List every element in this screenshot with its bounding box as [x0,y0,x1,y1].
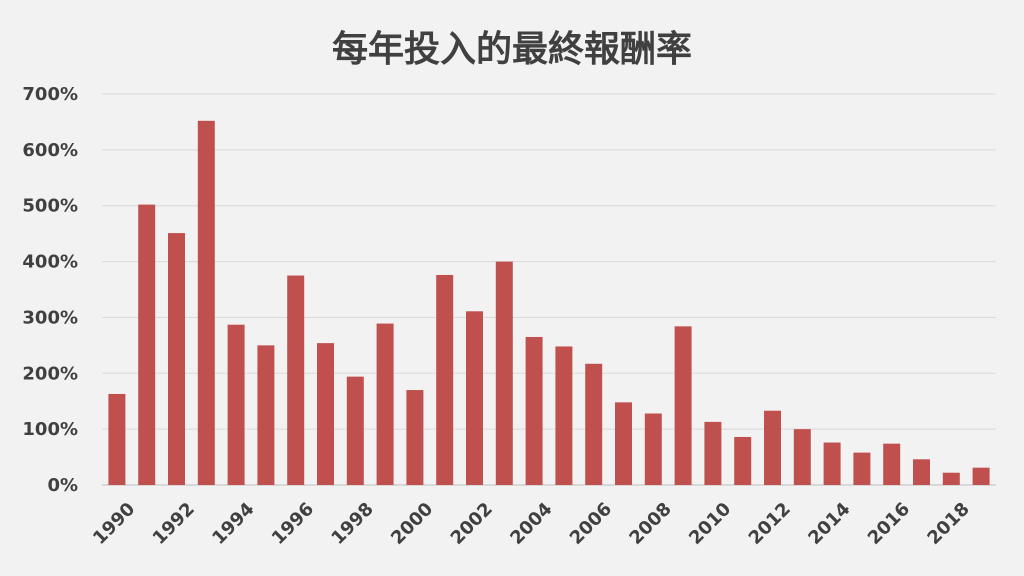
bar-2009 [674,326,692,485]
x-tick-label: 1996 [268,499,318,549]
y-axis: 0% 100% 200% 300% 400% 500% 600% 700% [22,84,78,496]
x-tick-label: 2006 [566,499,616,549]
bar-1995 [257,345,275,485]
x-tick-label: 2014 [804,499,854,549]
bar-2018 [942,472,960,485]
bar-2004 [525,336,543,485]
bar-2005 [555,346,573,485]
x-tick-label: 2010 [685,499,735,549]
bar-1990 [108,393,126,485]
bar-2019 [972,467,990,485]
bar-1996 [287,275,305,485]
y-tick-label: 100% [22,419,78,440]
y-tick-label: 300% [22,307,78,328]
bar-1992 [168,233,185,485]
bar-2000 [406,390,424,485]
x-tick-label: 2012 [745,499,795,549]
bar-2016 [883,443,901,485]
bar-1999 [376,323,394,485]
x-tick-label: 2018 [923,499,973,549]
y-tick-label: 200% [22,363,78,384]
bar-1997 [317,343,334,485]
bar-2003 [495,261,513,485]
x-tick-label: 2000 [387,499,437,549]
x-tick-label: 2016 [864,499,914,549]
bar-1991 [138,204,156,485]
chart-title: 每年投入的最終報酬率 [331,29,692,70]
x-tick-label: 2008 [625,499,675,549]
bar-2017 [913,459,930,485]
y-tick-label: 500% [22,196,78,217]
y-tick-label: 600% [22,140,78,161]
bar-2008 [644,413,662,485]
x-tick-label: 1998 [327,499,377,549]
bar-2010 [704,421,722,485]
bar-2012 [764,410,781,485]
bar-2001 [436,274,454,485]
bar-2006 [585,363,603,485]
x-tick-label: 2002 [447,499,497,549]
x-axis: 1990 1992 1994 1996 1998 2000 2002 2004 2006 2008… [89,499,974,549]
bar-1998 [346,376,364,485]
bar-2011 [734,436,752,485]
bar-1993 [197,120,215,485]
y-tick-label: 700% [22,84,78,105]
bar-2013 [793,429,811,485]
y-tick-label: 0% [47,475,78,496]
bar-2014 [823,442,841,485]
x-tick-label: 1992 [149,499,199,549]
x-tick-label: 1994 [208,499,258,549]
bar-2002 [466,311,483,485]
gridlines [102,93,996,486]
bar-2015 [853,452,871,485]
bars [108,120,990,485]
x-tick-label: 2004 [506,499,556,549]
bar-2007 [615,402,632,485]
x-tick-label: 1990 [89,499,139,549]
bar-1994 [227,324,245,485]
y-tick-label: 400% [22,252,78,273]
